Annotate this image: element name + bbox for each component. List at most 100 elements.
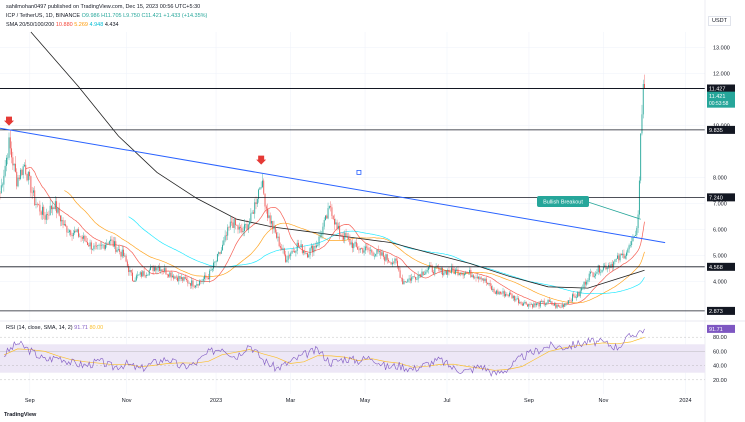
candle-body <box>107 243 109 245</box>
candle-body <box>197 284 199 286</box>
candle-body <box>35 203 37 206</box>
candle-body <box>214 261 216 263</box>
candle-body <box>192 280 194 287</box>
candle-body <box>90 242 92 250</box>
sma-legend[interactable]: SMA 20/50/100/200 10.880 5.269 4.948 4.4… <box>6 22 119 28</box>
candle-body <box>557 304 559 307</box>
candle-body <box>516 298 518 300</box>
level-tag: 7.240 <box>709 196 723 202</box>
candle-body <box>534 303 536 306</box>
candle-body <box>75 230 77 232</box>
rsi-legend[interactable]: RSI (14, close, SMA, 14, 2) 91.71 80.00 <box>6 325 103 331</box>
candle-body <box>492 288 494 290</box>
candle-body <box>57 207 59 213</box>
trendline-handle <box>356 169 362 175</box>
candle-body <box>637 214 639 229</box>
candle-body <box>539 301 541 307</box>
candle-body <box>527 304 528 307</box>
candle-body <box>476 276 478 278</box>
candle-body <box>524 301 526 304</box>
candle-body <box>112 240 114 247</box>
candle-body <box>274 225 276 233</box>
candle-body <box>312 245 314 253</box>
candle-body <box>501 293 503 295</box>
candle-body <box>232 222 234 228</box>
candle-body <box>298 242 299 247</box>
y-tick-label: 13.000 <box>713 46 730 52</box>
candle-body <box>550 301 552 303</box>
candle-body <box>304 250 306 254</box>
candle-body <box>636 228 638 236</box>
candle-body <box>642 84 644 115</box>
candle-body <box>407 279 409 282</box>
candle-body <box>14 163 16 172</box>
candle-body <box>40 211 42 215</box>
rsi-ma-line <box>3 336 645 371</box>
candle-body <box>52 207 54 210</box>
candle-body <box>159 266 160 272</box>
candle-body <box>146 275 148 277</box>
candle-body <box>582 287 584 289</box>
candle-body <box>258 189 260 199</box>
candle-body <box>74 230 76 233</box>
candle-body <box>155 267 157 271</box>
candle-body <box>444 270 446 273</box>
candle-body <box>538 302 540 307</box>
rsi-band <box>0 344 705 373</box>
candle-body <box>241 227 243 233</box>
candle-body <box>341 235 343 237</box>
candle-body <box>105 244 106 249</box>
candle-body <box>599 265 600 273</box>
candle-body <box>533 303 535 308</box>
candle-body <box>375 254 377 256</box>
author-line: sahilmohan0497 published on TradingView.… <box>6 4 201 10</box>
candle-body <box>399 270 401 278</box>
candle-body <box>30 176 32 193</box>
candle-body <box>497 290 499 295</box>
candle-body <box>451 267 453 273</box>
candle-body <box>264 193 266 207</box>
candle-body <box>578 292 580 297</box>
candle-body <box>227 227 229 236</box>
candle-body <box>349 239 351 245</box>
candle-body <box>371 249 373 253</box>
candle-body <box>626 252 627 256</box>
candle-body <box>505 293 507 297</box>
candle-body <box>418 274 420 275</box>
candle-body <box>588 273 590 281</box>
candle-body <box>168 274 169 277</box>
candle-body <box>225 235 227 237</box>
candle-body <box>51 205 52 210</box>
candle-body <box>623 253 625 259</box>
candle-body <box>348 237 350 240</box>
candle-body <box>572 294 573 302</box>
candle-body <box>628 245 630 250</box>
candle-body <box>353 243 355 249</box>
candle-body <box>377 249 379 252</box>
candle-body <box>261 180 263 188</box>
candle-body <box>286 259 288 262</box>
candle-body <box>153 267 155 272</box>
candle-body <box>21 169 23 175</box>
candle-body <box>474 277 476 279</box>
y-tick-label: 12.000 <box>713 72 730 78</box>
symbol-label[interactable]: ICP / TetherUS, 1D, BINANCE <box>6 13 81 19</box>
candle-body <box>171 275 173 278</box>
candle-body <box>340 234 342 236</box>
candle-body <box>448 270 450 273</box>
candle-body <box>313 246 315 253</box>
candle-body <box>211 268 213 270</box>
candle-body <box>287 255 289 260</box>
candle-body <box>204 275 206 279</box>
candle-body <box>358 249 360 251</box>
candle-body <box>228 227 230 228</box>
currency-unit[interactable]: USDT <box>708 16 731 26</box>
candle-body <box>76 229 78 232</box>
candle-body <box>102 244 104 246</box>
candle-body <box>87 242 88 245</box>
candle-body <box>291 250 293 254</box>
candle-body <box>373 255 375 257</box>
candle-body <box>411 277 413 281</box>
candle-body <box>186 278 187 281</box>
